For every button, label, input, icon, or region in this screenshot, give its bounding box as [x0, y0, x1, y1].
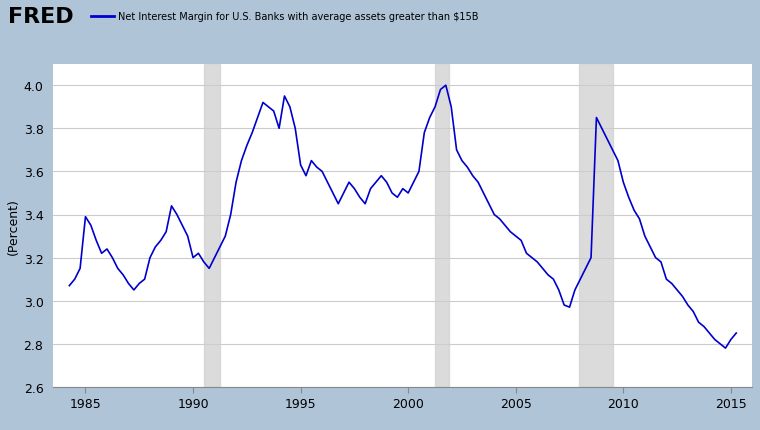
- Bar: [578, 64, 613, 387]
- Text: Net Interest Margin for U.S. Banks with average assets greater than $15B: Net Interest Margin for U.S. Banks with …: [118, 12, 478, 22]
- Text: FRED: FRED: [8, 7, 73, 27]
- Y-axis label: (Percent): (Percent): [6, 197, 20, 254]
- Bar: [435, 64, 449, 387]
- Bar: [204, 64, 220, 387]
